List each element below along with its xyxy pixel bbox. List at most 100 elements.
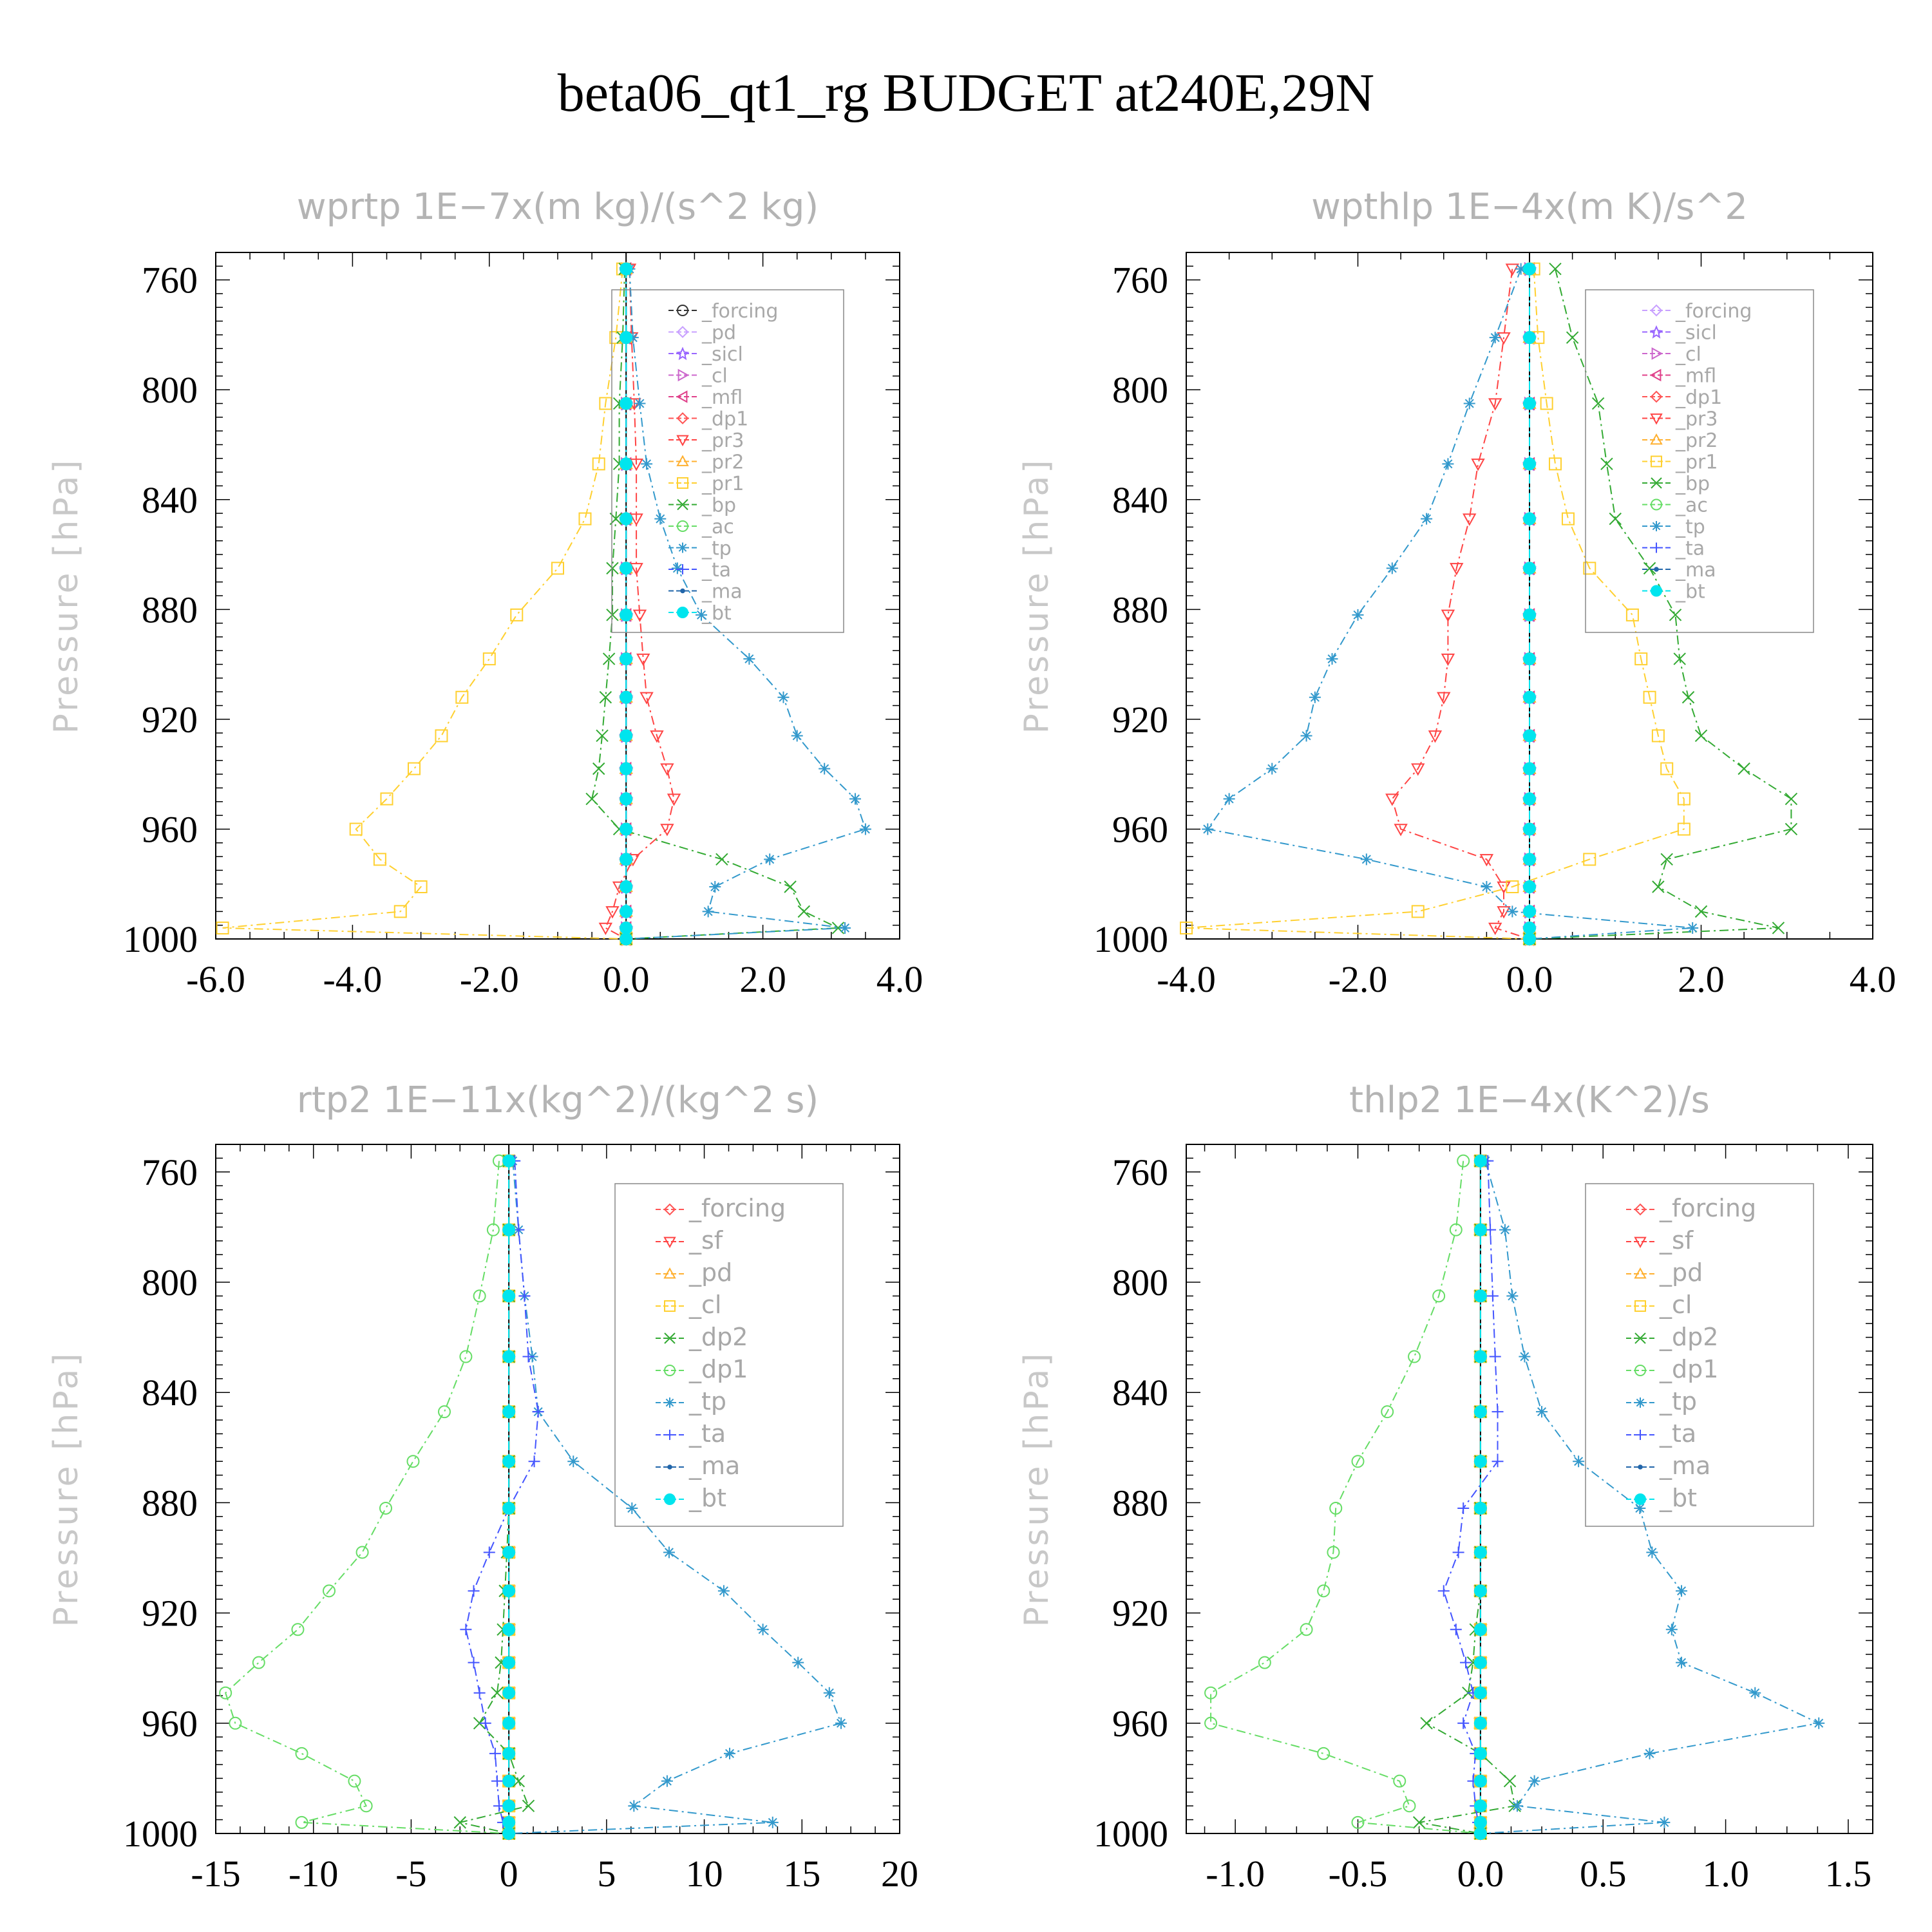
data-point bbox=[1489, 332, 1501, 344]
data-point bbox=[1300, 730, 1312, 742]
data-point bbox=[1687, 922, 1699, 934]
series-ta bbox=[460, 1155, 544, 1839]
data-point bbox=[1503, 1774, 1517, 1788]
data-point bbox=[438, 1405, 451, 1419]
data-point bbox=[380, 792, 393, 806]
legend-marker bbox=[677, 477, 688, 489]
data-point bbox=[1540, 397, 1553, 410]
data-point bbox=[1523, 880, 1536, 893]
data-point bbox=[1523, 853, 1536, 866]
legend-marker bbox=[677, 607, 688, 618]
data-point bbox=[1385, 793, 1399, 806]
y-tick-label: 760 bbox=[1112, 260, 1168, 301]
legend-label: _tp bbox=[1659, 1387, 1697, 1416]
data-point bbox=[620, 822, 633, 836]
data-point bbox=[1403, 1799, 1416, 1813]
data-point bbox=[1548, 457, 1562, 471]
data-point bbox=[1473, 1223, 1487, 1236]
data-point bbox=[1473, 1154, 1487, 1168]
data-point bbox=[510, 608, 524, 621]
data-point bbox=[835, 1717, 847, 1729]
data-point bbox=[784, 880, 797, 893]
legend-marker bbox=[1635, 1430, 1645, 1440]
legend-label: _forcing bbox=[1675, 300, 1752, 323]
data-point bbox=[1223, 793, 1235, 805]
data-point bbox=[636, 653, 650, 667]
x-tick-label: -4.0 bbox=[323, 958, 382, 1000]
data-point bbox=[1651, 729, 1665, 743]
legend-marker bbox=[1634, 1365, 1646, 1376]
data-point bbox=[620, 905, 633, 918]
series-bp bbox=[1523, 262, 1798, 945]
data-point bbox=[1677, 822, 1690, 836]
x-tick-label: -1.0 bbox=[1206, 1853, 1265, 1895]
data-point bbox=[1266, 762, 1278, 775]
legend-marker bbox=[676, 412, 689, 424]
data-point bbox=[1506, 905, 1519, 918]
x-tick-label: 4.0 bbox=[876, 958, 923, 1000]
x-tick-label: 0.0 bbox=[1457, 1853, 1504, 1895]
legend-marker bbox=[1651, 521, 1662, 531]
data-point bbox=[1473, 1623, 1487, 1636]
data-point bbox=[602, 652, 616, 665]
series-dp1 bbox=[1204, 1154, 1487, 1840]
data-point bbox=[473, 1717, 486, 1730]
series-dp2 bbox=[453, 1154, 535, 1840]
data-point bbox=[1481, 880, 1493, 893]
data-point bbox=[1442, 458, 1454, 470]
series-pr3 bbox=[598, 263, 681, 947]
y-tick-label: 960 bbox=[142, 808, 198, 850]
y-tick-label: 920 bbox=[142, 1593, 198, 1634]
data-point bbox=[1523, 608, 1536, 621]
data-point bbox=[349, 822, 363, 836]
plot-frame bbox=[1186, 1144, 1873, 1834]
series-line bbox=[225, 1160, 509, 1834]
data-point bbox=[626, 1502, 638, 1514]
data-point bbox=[1432, 1289, 1446, 1303]
y-tick-label: 880 bbox=[142, 1482, 198, 1524]
legend-label: _dp1 bbox=[688, 1355, 748, 1383]
y-tick-label: 920 bbox=[1112, 699, 1168, 741]
data-point bbox=[1204, 1716, 1218, 1730]
legend-marker bbox=[677, 368, 690, 382]
data-point bbox=[1394, 824, 1408, 837]
data-point bbox=[632, 609, 647, 622]
data-point bbox=[1180, 921, 1193, 934]
data-point bbox=[627, 332, 639, 344]
legend-label: _dp1 bbox=[701, 408, 748, 431]
data-point bbox=[1486, 1290, 1499, 1302]
data-point bbox=[620, 562, 633, 575]
data-point bbox=[406, 1455, 420, 1468]
data-point bbox=[620, 690, 633, 704]
data-point bbox=[502, 1656, 516, 1669]
data-point bbox=[1634, 1502, 1646, 1514]
data-point bbox=[605, 906, 620, 919]
series-pr1 bbox=[1180, 262, 1690, 945]
y-tick-label: 760 bbox=[1112, 1151, 1168, 1193]
data-point bbox=[1625, 608, 1639, 621]
data-point bbox=[578, 512, 592, 526]
data-point bbox=[1676, 1585, 1688, 1597]
data-point bbox=[1658, 1816, 1671, 1828]
data-point bbox=[1204, 1686, 1218, 1700]
data-point bbox=[628, 1800, 640, 1812]
legend-marker bbox=[676, 455, 689, 466]
panel-title: wprtp 1E−7x(m kg)/(s^2 kg) bbox=[297, 186, 819, 228]
data-point bbox=[1489, 1350, 1501, 1363]
data-point bbox=[620, 921, 633, 934]
legend-marker bbox=[1650, 433, 1663, 445]
data-point bbox=[696, 609, 708, 621]
data-point bbox=[859, 823, 871, 835]
x-tick-label: -10 bbox=[289, 1853, 338, 1895]
data-point bbox=[819, 762, 831, 775]
legend-marker bbox=[676, 346, 690, 361]
data-point bbox=[1437, 692, 1451, 705]
series-ta bbox=[1437, 1155, 1504, 1839]
series-line bbox=[1391, 269, 1530, 940]
data-point bbox=[1473, 1501, 1487, 1515]
legend: _forcing _sf _pd _cl _dp2 _dp1 _tp _ta _ma _bt bbox=[1585, 1183, 1814, 1527]
y-axis-label: Pressure [hPa] bbox=[47, 1351, 86, 1627]
data-point bbox=[528, 1455, 540, 1468]
data-point bbox=[592, 762, 605, 775]
panel-title: wpthlp 1E−4x(m K)/s^2 bbox=[1311, 186, 1748, 228]
